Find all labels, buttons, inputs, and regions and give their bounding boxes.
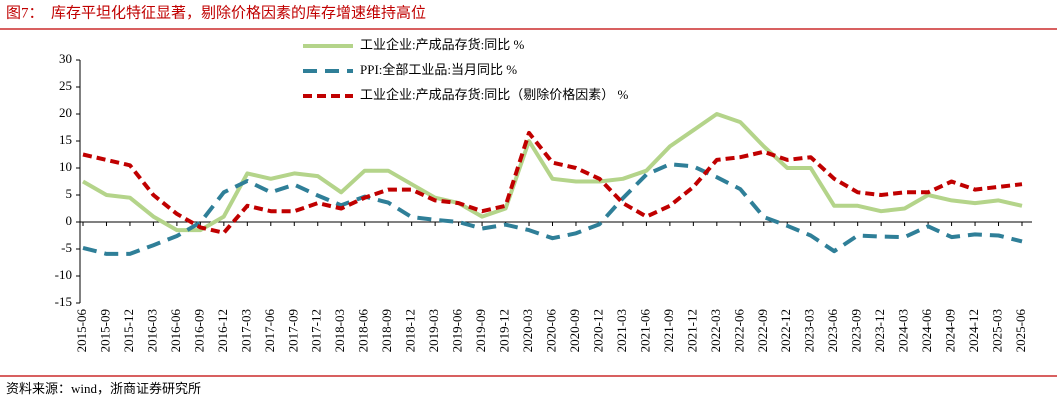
y-tick-label: -10	[55, 267, 72, 282]
x-tick-label: 2020-09	[567, 309, 582, 352]
x-tick-label: 2025-06	[1013, 309, 1028, 353]
series-line	[82, 162, 1023, 256]
legend-label: 工业企业:产成品存货:同比（剔除价格因素） %	[360, 87, 628, 102]
y-tick-label: 0	[66, 213, 73, 228]
x-tick-label: 2020-12	[590, 309, 605, 352]
x-tick-label: 2021-09	[661, 309, 676, 352]
x-tick-label: 2018-12	[403, 309, 418, 352]
y-tick-label: -5	[61, 240, 72, 255]
x-tick-label: 2023-03	[802, 309, 817, 352]
legend-label: PPI:全部工业品:当月同比 %	[360, 62, 517, 77]
x-tick-label: 2022-06	[731, 309, 746, 353]
x-tick-label: 2017-03	[238, 309, 253, 352]
x-tick-label: 2022-09	[755, 309, 770, 352]
x-tick-label: 2016-06	[168, 309, 183, 353]
x-tick-label: 2019-06	[450, 309, 465, 353]
x-tick-label: 2017-09	[285, 309, 300, 352]
x-tick-label: 2023-09	[849, 309, 864, 352]
x-tick-label: 2016-03	[144, 309, 159, 352]
x-tick-label: 2016-09	[191, 309, 206, 352]
x-tick-label: 2024-03	[896, 309, 911, 352]
x-tick-label: 2020-06	[543, 309, 558, 353]
y-tick-label: 15	[59, 132, 72, 147]
x-tick-label: 2019-09	[473, 309, 488, 352]
legend-label: 工业企业:产成品存货:同比 %	[360, 37, 524, 52]
y-tick-label: 10	[59, 159, 72, 174]
x-tick-label: 2020-03	[520, 309, 535, 352]
x-tick-label: 2024-12	[966, 309, 981, 352]
x-tick-label: 2018-06	[356, 309, 371, 353]
x-tick-label: 2016-12	[215, 309, 230, 352]
x-tick-label: 2018-03	[332, 309, 347, 352]
y-tick-label: 5	[66, 186, 73, 201]
series-line	[82, 112, 1023, 233]
series-line	[82, 130, 1023, 235]
chart-title: 图7： 库存平坦化特征显著，剔除价格因素的库存增速维持高位	[6, 4, 426, 21]
x-tick-label: 2019-03	[426, 309, 441, 352]
y-tick-label: -15	[55, 294, 72, 309]
x-tick-label: 2024-09	[943, 309, 958, 352]
x-tick-label: 2022-12	[778, 309, 793, 352]
x-tick-label: 2025-03	[990, 309, 1005, 352]
x-tick-label: 2021-03	[614, 309, 629, 352]
y-tick-label: 25	[59, 78, 72, 93]
x-tick-label: 2017-06	[262, 309, 277, 353]
y-tick-label: 20	[59, 105, 72, 120]
y-tick-label: 30	[59, 51, 72, 66]
x-tick-label: 2015-09	[97, 309, 112, 352]
x-tick-label: 2022-03	[708, 309, 723, 352]
x-tick-label: 2019-12	[497, 309, 512, 352]
source: 资料来源：wind，浙商证券研究所	[6, 381, 201, 396]
x-tick-label: 2023-06	[825, 309, 840, 353]
x-tick-label: 2017-12	[309, 309, 324, 352]
x-tick-label: 2021-06	[637, 309, 652, 353]
x-tick-label: 2018-09	[379, 309, 394, 352]
x-tick-label: 2024-06	[919, 309, 934, 353]
x-tick-label: 2015-12	[121, 309, 136, 352]
x-tick-label: 2015-06	[74, 309, 89, 353]
x-tick-label: 2023-12	[872, 309, 887, 352]
x-tick-label: 2021-12	[684, 309, 699, 352]
